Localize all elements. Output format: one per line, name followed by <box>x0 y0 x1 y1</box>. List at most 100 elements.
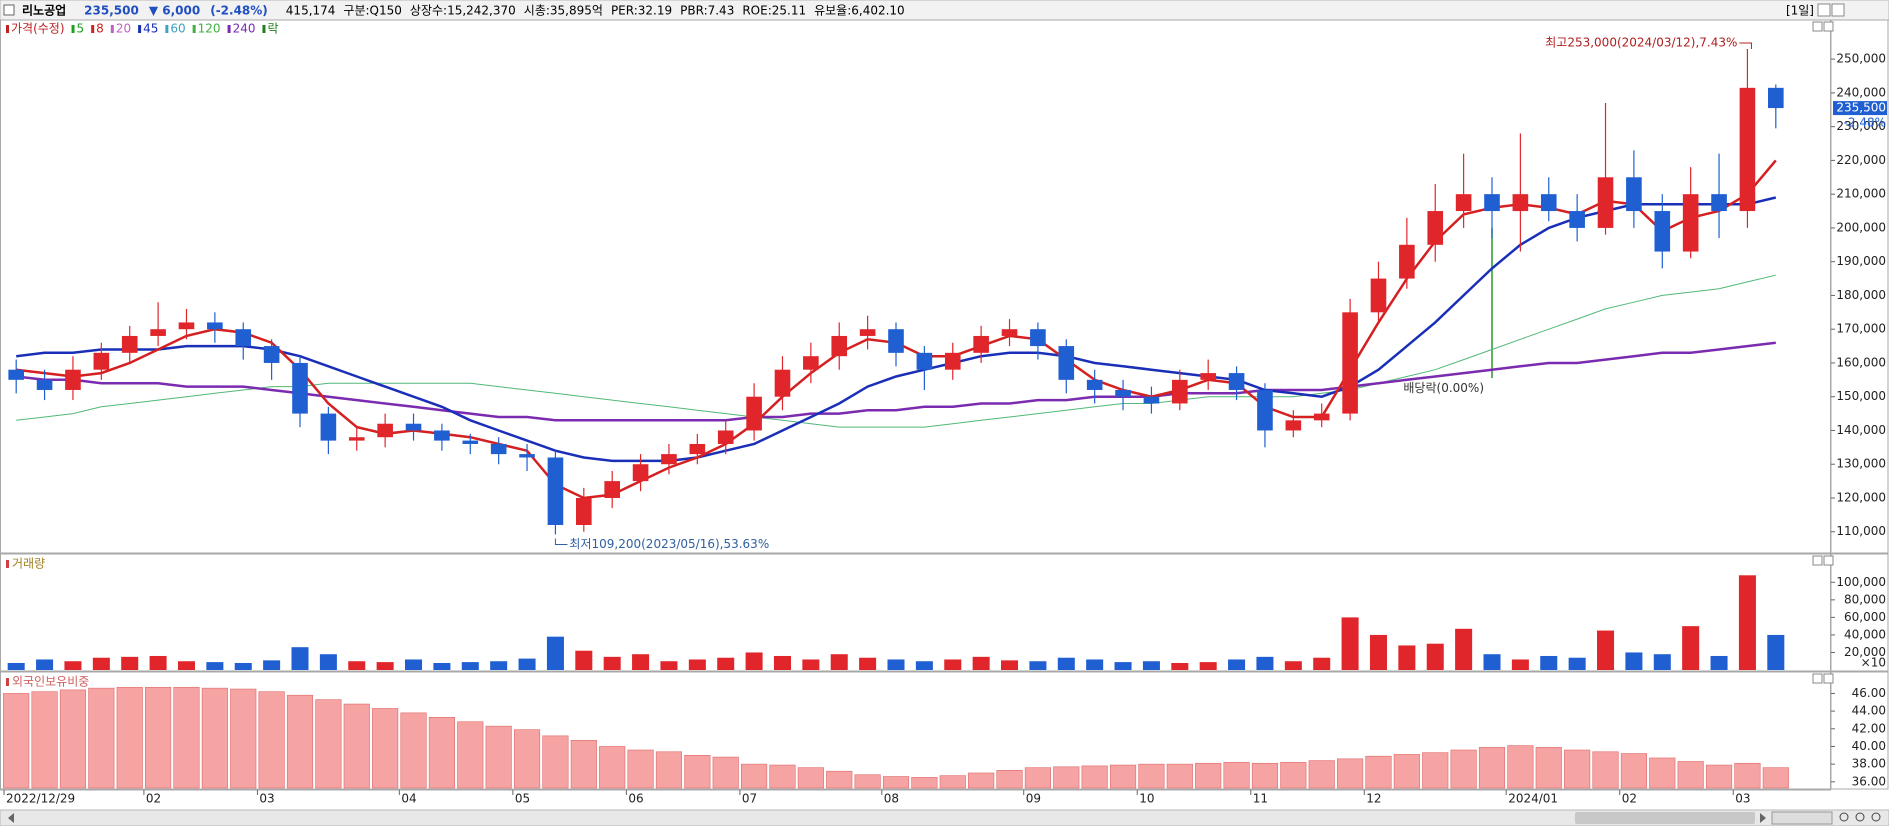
legend-label: 가격(수정) <box>11 22 65 36</box>
ma-line <box>16 196 1777 463</box>
bar <box>457 721 484 789</box>
candle-body <box>576 497 592 525</box>
pane-title: 외국인보유비중 <box>12 675 89 689</box>
pane-button[interactable] <box>1812 21 1823 32</box>
bar <box>688 659 706 670</box>
candle-body <box>1597 177 1614 228</box>
pane-button[interactable] <box>1823 21 1834 32</box>
bar <box>1478 747 1506 789</box>
bar <box>712 756 739 789</box>
candle-body <box>1682 194 1699 252</box>
bar <box>7 662 25 670</box>
pane-button[interactable] <box>1812 673 1823 684</box>
bar <box>461 662 479 670</box>
bar <box>773 655 791 670</box>
candle-body <box>405 423 422 431</box>
bar <box>546 636 564 670</box>
bar <box>230 688 257 789</box>
legend-swatch <box>262 25 266 33</box>
bar <box>145 686 172 789</box>
header-button[interactable] <box>1817 3 1831 17</box>
bar <box>1677 761 1704 789</box>
header-button[interactable] <box>1831 3 1845 17</box>
candle-body <box>320 413 337 441</box>
bar <box>291 647 309 670</box>
current-price: 235,500 <box>84 4 139 18</box>
bar <box>1053 766 1080 789</box>
bar <box>797 767 824 789</box>
bar <box>206 662 224 670</box>
bar <box>319 654 337 670</box>
bar <box>1767 634 1785 670</box>
bar <box>1762 767 1789 789</box>
date-label: 05 <box>515 792 530 806</box>
scroll-left[interactable] <box>8 813 14 823</box>
date-label: 04 <box>401 792 416 806</box>
bar <box>116 686 143 789</box>
date-label: 11 <box>1253 792 1268 806</box>
pane-button[interactable] <box>1812 555 1823 566</box>
bar <box>1256 656 1274 670</box>
candle-body <box>292 362 308 414</box>
bar <box>1625 652 1643 670</box>
legend-label: 20 <box>116 22 131 36</box>
candle-body <box>519 454 535 458</box>
bar <box>1109 764 1137 789</box>
header-checkbox[interactable] <box>3 4 15 16</box>
bar <box>1171 662 1189 670</box>
legend-label: 8 <box>96 22 104 36</box>
pane-button[interactable] <box>1823 555 1834 566</box>
y-tick-label: 20,000 <box>1844 645 1886 659</box>
bar <box>59 689 87 789</box>
header-bar <box>0 0 1889 21</box>
candle-body <box>547 457 564 525</box>
candle-body <box>1143 396 1160 404</box>
y-tick-label: 240,000 <box>1836 85 1886 99</box>
candle-body <box>1370 278 1387 313</box>
stock-field: 구분:Q150 <box>343 4 401 18</box>
bar <box>1337 758 1364 789</box>
zoom-controls[interactable] <box>1771 811 1881 825</box>
bar <box>36 659 54 670</box>
y-tick-label: 110,000 <box>1836 524 1886 538</box>
scroll-thumb[interactable] <box>1575 812 1755 824</box>
bar <box>1393 754 1420 789</box>
legend-swatch <box>91 25 95 33</box>
bar <box>996 770 1023 789</box>
bar <box>1057 657 1075 670</box>
bar <box>1653 654 1671 670</box>
y-tick-label: 80,000 <box>1844 592 1886 606</box>
candle-body <box>178 322 195 330</box>
candle-body <box>1427 211 1444 245</box>
candle-body <box>8 369 24 380</box>
bar <box>1705 764 1733 789</box>
bar <box>944 659 962 670</box>
stock-field: ROE:25.11 <box>742 4 806 18</box>
legend-swatch <box>6 678 9 686</box>
candle-body <box>746 396 762 431</box>
scroll-right[interactable] <box>1760 813 1766 823</box>
candle-body <box>1399 244 1415 279</box>
candle-body <box>717 430 734 444</box>
bar <box>149 655 167 670</box>
candle-body <box>1285 420 1302 431</box>
bar <box>376 662 394 670</box>
bar <box>64 661 82 670</box>
y-tick-label: 44.00 <box>1852 704 1886 718</box>
bar <box>173 686 200 789</box>
candle-body <box>434 430 450 441</box>
bar <box>3 693 30 789</box>
candle-body <box>1484 194 1500 212</box>
candle-body <box>604 481 620 498</box>
y-tick-label: 40.00 <box>1852 739 1886 753</box>
bar <box>1738 575 1756 670</box>
bar <box>1166 763 1193 789</box>
bar <box>1369 634 1387 670</box>
pane-button[interactable] <box>1823 673 1834 684</box>
bar <box>1195 762 1222 789</box>
candle-body <box>1540 194 1557 212</box>
bar <box>121 656 139 670</box>
date-label: 09 <box>1026 792 1041 806</box>
y-tick-label: 130,000 <box>1836 457 1886 471</box>
bar <box>1251 762 1279 789</box>
